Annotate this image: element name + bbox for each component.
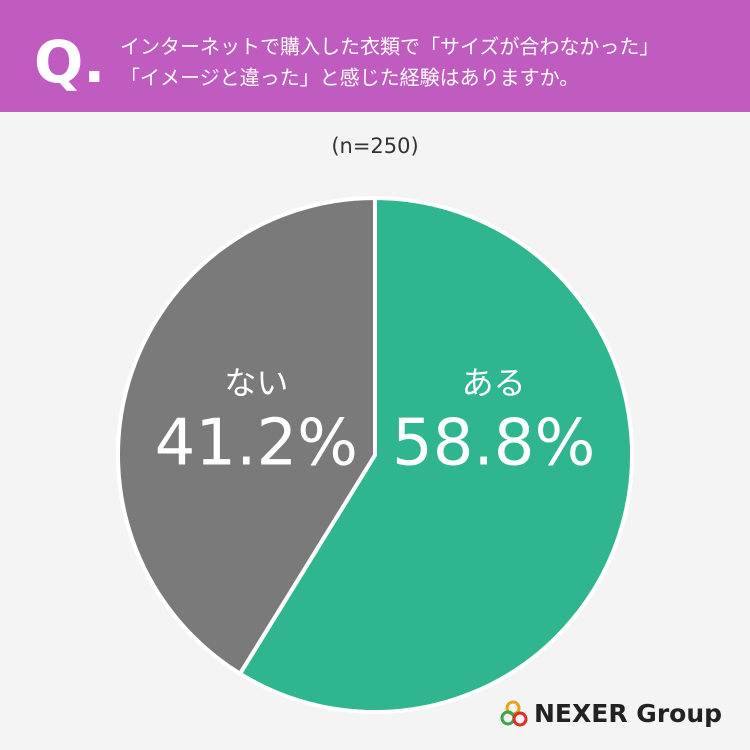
value-label: 41.2% xyxy=(155,407,358,481)
pie-slice xyxy=(238,196,634,714)
title-line: インターネットで購入した衣類で「サイズが合わなかった」 xyxy=(120,35,659,59)
slice-label: ない xyxy=(224,364,288,402)
logo-ring xyxy=(512,711,528,727)
logo-text: NEXER Group xyxy=(534,699,722,728)
logo-icon xyxy=(500,700,528,727)
subtitle: (n=250) xyxy=(331,134,418,158)
title-line: 「イメージと違った」と感じた経験はありますか。 xyxy=(120,66,579,90)
header xyxy=(0,0,750,112)
slice-label: ある xyxy=(462,364,526,402)
value-label: 58.8% xyxy=(392,407,595,481)
pie-slice xyxy=(116,196,377,676)
question-mark: Q. xyxy=(34,28,105,96)
